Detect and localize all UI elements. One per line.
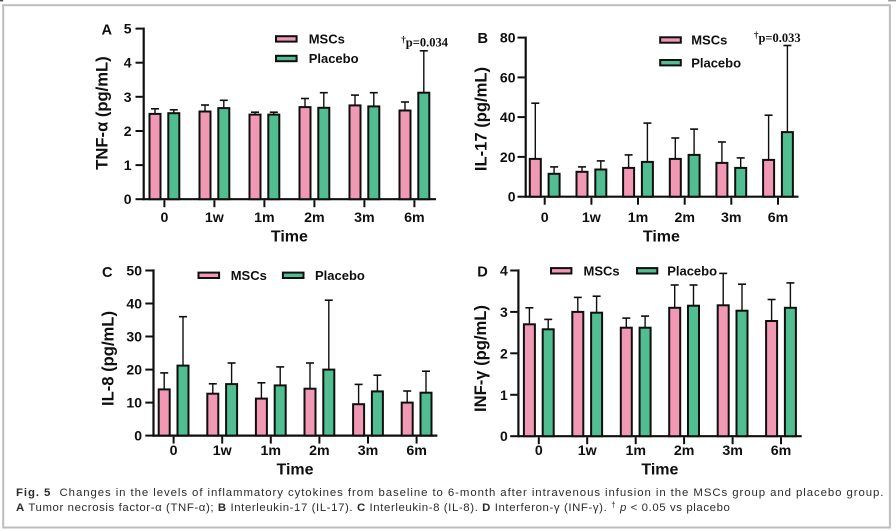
- svg-text:Time: Time: [641, 461, 678, 478]
- svg-text:1: 1: [500, 387, 508, 403]
- svg-text:2m: 2m: [674, 210, 695, 226]
- svg-text:2m: 2m: [674, 443, 695, 459]
- svg-text:Placebo: Placebo: [309, 51, 359, 66]
- svg-text:3m: 3m: [722, 443, 743, 459]
- svg-text:1m: 1m: [628, 210, 649, 226]
- svg-text:Time: Time: [271, 228, 308, 245]
- svg-text:MSCs: MSCs: [309, 32, 345, 47]
- svg-text:1w: 1w: [205, 210, 225, 226]
- svg-text:3m: 3m: [354, 210, 375, 226]
- svg-text:0: 0: [508, 189, 516, 205]
- svg-text:50: 50: [126, 263, 142, 279]
- svg-text:MSCs: MSCs: [691, 33, 727, 48]
- svg-text:1w: 1w: [578, 443, 598, 459]
- svg-text:INF-γ (pg/mL): INF-γ (pg/mL): [471, 305, 490, 412]
- svg-text:20: 20: [126, 362, 142, 378]
- svg-text:1w: 1w: [213, 443, 233, 459]
- svg-text:Placebo: Placebo: [691, 55, 741, 70]
- svg-text:Fig. 5 Changes in the levels: Fig. 5 Changes in the levels of inflamma…: [16, 487, 884, 499]
- svg-text:Placebo: Placebo: [667, 264, 717, 279]
- svg-text:0: 0: [134, 428, 142, 444]
- svg-text:B: B: [478, 31, 489, 47]
- svg-text:6m: 6m: [404, 210, 425, 226]
- svg-text:0: 0: [170, 443, 178, 459]
- svg-text:3: 3: [124, 89, 132, 105]
- svg-text:Time: Time: [643, 228, 680, 245]
- svg-text:Placebo: Placebo: [315, 268, 365, 283]
- svg-text:1: 1: [124, 157, 132, 173]
- svg-text:6m: 6m: [768, 210, 789, 226]
- svg-text:0: 0: [160, 210, 168, 226]
- svg-text:A: A: [102, 22, 113, 38]
- svg-text:3m: 3m: [358, 443, 379, 459]
- svg-text:IL-17 (pg/mL): IL-17 (pg/mL): [472, 67, 491, 171]
- svg-text:D: D: [477, 265, 488, 281]
- svg-text:2m: 2m: [304, 210, 325, 226]
- svg-text:2m: 2m: [309, 443, 330, 459]
- svg-text:†p=0.034: †p=0.034: [401, 34, 448, 49]
- svg-text:A Tumor necrosis factor-α (TNF: A Tumor necrosis factor-α (TNF-α); B Int…: [16, 500, 730, 514]
- svg-text:20: 20: [500, 149, 516, 165]
- svg-text:5: 5: [124, 21, 132, 37]
- svg-text:40: 40: [126, 296, 142, 312]
- svg-text:MSCs: MSCs: [584, 264, 620, 279]
- svg-text:3m: 3m: [721, 210, 742, 226]
- svg-text:1m: 1m: [625, 443, 646, 459]
- svg-text:C: C: [102, 265, 113, 281]
- svg-text:40: 40: [500, 109, 516, 125]
- svg-text:0: 0: [124, 191, 132, 207]
- svg-text:MSCs: MSCs: [231, 268, 267, 283]
- svg-text:TNF-α (pg/mL): TNF-α (pg/mL): [93, 56, 112, 169]
- svg-text:60: 60: [500, 69, 516, 85]
- svg-text:2: 2: [500, 345, 508, 361]
- svg-text:0: 0: [500, 428, 508, 444]
- svg-text:30: 30: [126, 329, 142, 345]
- svg-text:Time: Time: [276, 461, 313, 478]
- svg-text:1m: 1m: [261, 443, 282, 459]
- svg-text:80: 80: [500, 30, 516, 46]
- svg-text:0: 0: [541, 210, 549, 226]
- svg-text:6m: 6m: [771, 443, 792, 459]
- svg-text:IL-8 (pg/mL): IL-8 (pg/mL): [99, 311, 118, 406]
- svg-text:4: 4: [124, 55, 132, 71]
- svg-text:3: 3: [500, 304, 508, 320]
- svg-text:1m: 1m: [254, 210, 275, 226]
- svg-text:†p=0.033: †p=0.033: [754, 30, 801, 45]
- svg-text:1w: 1w: [582, 210, 602, 226]
- svg-text:4: 4: [500, 263, 508, 279]
- svg-text:10: 10: [126, 395, 142, 411]
- svg-text:0: 0: [535, 443, 543, 459]
- svg-text:6m: 6m: [406, 443, 427, 459]
- svg-text:2: 2: [124, 123, 132, 139]
